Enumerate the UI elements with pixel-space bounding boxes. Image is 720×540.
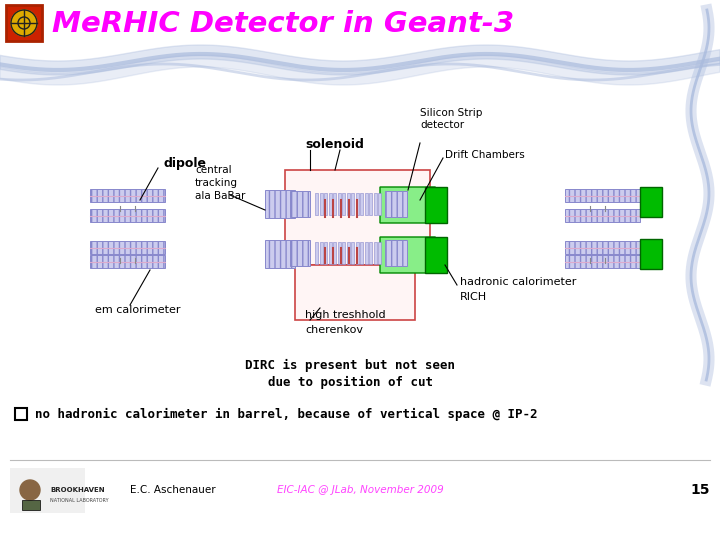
Bar [6,5,42,41]
Bar [565,255,640,268]
Polygon shape [380,237,440,273]
Text: Drift Chambers: Drift Chambers [445,150,525,160]
Bar [342,242,345,264]
Bar [640,187,662,217]
Bar [320,193,323,215]
Bar [90,241,165,254]
Bar [15,408,27,420]
Bar [565,209,640,222]
Text: MeRHIC Detector in Geant-3: MeRHIC Detector in Geant-3 [52,10,514,38]
Polygon shape [380,187,440,223]
Bar [324,242,327,264]
Bar [290,191,310,217]
Text: due to position of cut: due to position of cut [268,375,433,389]
Bar [315,193,318,215]
Text: EIC-IAC @ JLab, November 2009: EIC-IAC @ JLab, November 2009 [276,485,444,495]
Text: BROOKHAVEN: BROOKHAVEN [50,487,104,493]
Bar [338,242,341,264]
Bar [346,242,349,264]
Bar [333,193,336,215]
Bar [378,193,381,215]
Bar [338,193,341,215]
Text: DIRC is present but not seen: DIRC is present but not seen [245,359,455,372]
Bar [346,193,349,215]
Text: NATIONAL LABORATORY: NATIONAL LABORATORY [50,497,109,503]
Text: Silicon Strip
detector: Silicon Strip detector [420,109,482,130]
Bar [295,265,415,320]
Circle shape [20,480,40,500]
Text: em calorimeter: em calorimeter [95,305,181,315]
Bar [425,237,447,273]
Bar [360,193,363,215]
Bar [90,189,165,202]
Bar [290,240,310,266]
Bar [324,193,327,215]
Bar [565,189,640,202]
Text: solenoid: solenoid [305,138,364,152]
Bar [285,170,430,265]
Bar [360,242,363,264]
Text: dipole: dipole [163,157,206,170]
Bar [265,240,295,268]
Text: cherenkov: cherenkov [305,325,363,335]
Text: hadronic calorimeter: hadronic calorimeter [460,277,577,287]
Bar [10,468,85,513]
Bar [565,241,640,254]
Bar [315,242,318,264]
Bar [90,209,165,222]
Text: central
tracking
ala BaBar: central tracking ala BaBar [195,165,246,201]
Bar [351,193,354,215]
Bar [356,193,359,215]
Bar [333,242,336,264]
Bar [328,242,331,264]
Bar [90,255,165,268]
Bar [351,242,354,264]
Text: RICH: RICH [460,292,487,302]
Bar [356,242,359,264]
Text: E.C. Aschenauer: E.C. Aschenauer [130,485,215,495]
Bar [385,191,407,217]
Bar [265,190,295,218]
Bar [385,240,407,266]
Bar [22,500,40,510]
Bar [328,193,331,215]
Text: high treshhold: high treshhold [305,310,386,320]
Bar [425,187,447,223]
Bar [364,242,367,264]
Text: no hadronic calorimeter in barrel, because of vertical space @ IP-2: no hadronic calorimeter in barrel, becau… [35,408,538,421]
Text: 15: 15 [690,483,710,497]
Circle shape [11,10,37,36]
Bar [364,193,367,215]
Bar [342,193,345,215]
Bar [369,193,372,215]
Bar [640,239,662,269]
Bar [374,242,377,264]
Bar [320,242,323,264]
Bar [374,193,377,215]
Bar [369,242,372,264]
Bar [378,242,381,264]
